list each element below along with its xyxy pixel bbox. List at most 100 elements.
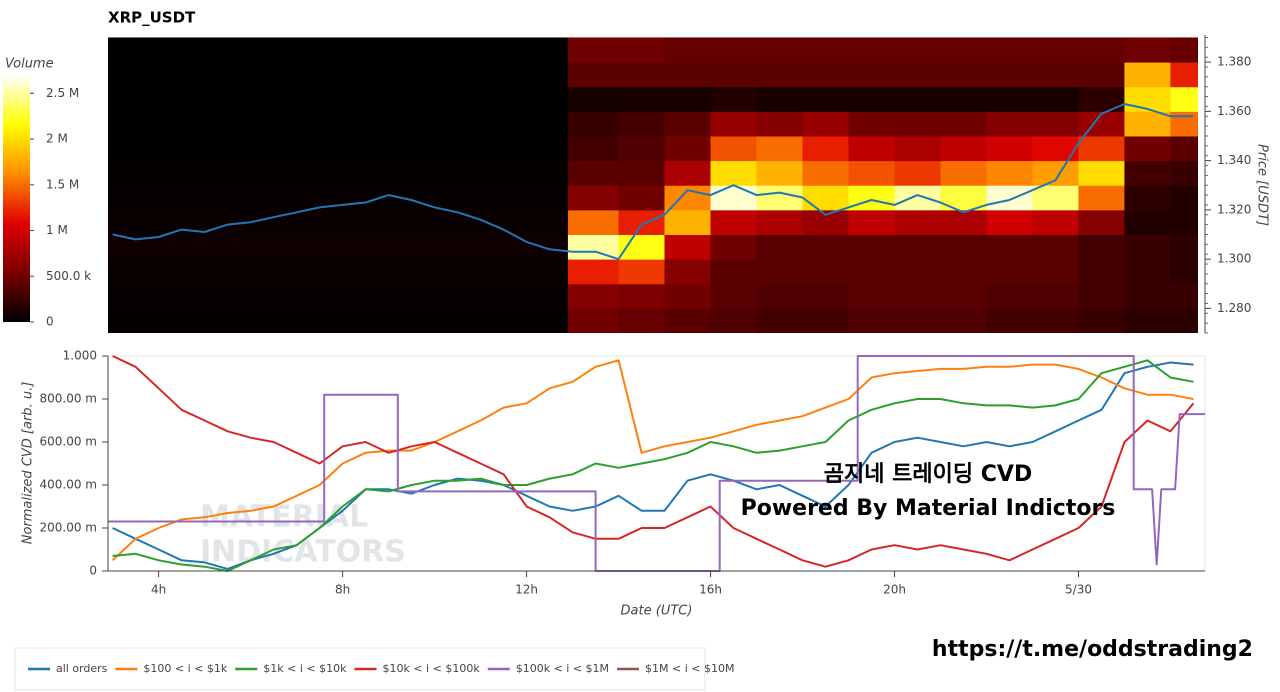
heat-cell xyxy=(802,185,849,211)
heat-cell xyxy=(1078,308,1125,333)
heat-cell xyxy=(986,160,1033,186)
heat-cell xyxy=(1170,185,1198,211)
heat-cell xyxy=(108,37,569,63)
heat-cell xyxy=(618,160,665,186)
heat-cell xyxy=(567,86,620,112)
y-tick-label: 1.320 xyxy=(1217,202,1251,216)
x-tick-label: 8h xyxy=(335,583,350,597)
heat-cell xyxy=(986,111,1033,137)
heat-cell xyxy=(710,283,757,309)
y-tick-label: 1.360 xyxy=(1217,104,1251,118)
heat-cell xyxy=(1170,308,1198,333)
heat-cell xyxy=(664,259,711,285)
legend-label: $100 < i < $1k xyxy=(143,662,227,675)
heat-cell xyxy=(1170,111,1198,137)
heat-cell xyxy=(664,308,711,333)
heat-cell xyxy=(1032,37,1079,63)
x-tick-label: 5/30 xyxy=(1065,583,1092,597)
heat-cell xyxy=(848,259,895,285)
heat-cell xyxy=(848,160,895,186)
heat-cell xyxy=(940,234,987,260)
legend-label: $10k < i < $100k xyxy=(382,662,480,675)
heat-cell xyxy=(756,62,803,88)
colorbar-tick-label: 2.5 M xyxy=(46,86,79,100)
heat-cell xyxy=(940,37,987,63)
heat-cell xyxy=(1170,234,1198,260)
heat-cell xyxy=(802,160,849,186)
heat-cell xyxy=(986,37,1033,63)
heat-cell xyxy=(1078,283,1125,309)
heat-cell xyxy=(802,135,849,162)
legend-label: $1k < i < $10k xyxy=(263,662,347,675)
heat-cell xyxy=(848,111,895,137)
heat-cell xyxy=(1032,62,1079,88)
heat-cell xyxy=(1078,111,1125,137)
heat-cell xyxy=(986,135,1033,162)
colorbar-tick-label: 500.0 k xyxy=(46,269,91,283)
heat-cell xyxy=(1170,283,1198,309)
heat-cell xyxy=(756,308,803,333)
heat-cell xyxy=(108,234,569,260)
heat-cell xyxy=(1124,160,1171,186)
heat-cell xyxy=(710,111,757,137)
heat-cell xyxy=(664,62,711,88)
heat-cell xyxy=(894,160,941,186)
heat-cell xyxy=(848,234,895,260)
heat-cell xyxy=(567,135,620,162)
heat-cell xyxy=(848,135,895,162)
heat-cell xyxy=(986,62,1033,88)
heat-cell xyxy=(1032,111,1079,137)
heat-cell xyxy=(940,308,987,333)
cvd-line xyxy=(111,359,1194,562)
watermark: MATERIAL xyxy=(200,500,368,535)
cvd-line xyxy=(108,355,1205,572)
heat-cell xyxy=(710,62,757,88)
y-tick-label: 400.00 m xyxy=(40,478,98,492)
heat-cell xyxy=(802,86,849,112)
heat-cell xyxy=(664,135,711,162)
heat-cell xyxy=(710,160,757,186)
heat-cell xyxy=(756,160,803,186)
heat-cell xyxy=(756,135,803,162)
heat-cell xyxy=(940,62,987,88)
heat-cell xyxy=(664,86,711,112)
heat-cell xyxy=(894,308,941,333)
heat-cell xyxy=(1124,259,1171,285)
heat-cell xyxy=(710,259,757,285)
legend-label: $100k < i < $1M xyxy=(516,662,609,675)
annotation: Powered By Material Indictors xyxy=(741,496,1116,521)
heat-cell xyxy=(756,111,803,137)
heat-cell xyxy=(894,234,941,260)
x-tick-label: 12h xyxy=(515,583,538,597)
heat-cell xyxy=(756,234,803,260)
heat-cell xyxy=(618,62,665,88)
heat-cell xyxy=(618,259,665,285)
colorbar-tick-label: 2 M xyxy=(46,132,68,146)
heat-cell xyxy=(618,111,665,137)
heat-cell xyxy=(567,62,620,88)
y-tick-label: 1.340 xyxy=(1217,153,1251,167)
heat-cell xyxy=(940,209,987,235)
annotation: https://t.me/oddstrading2 xyxy=(932,637,1253,662)
y-tick-label: 800.00 m xyxy=(40,392,98,406)
heat-cell xyxy=(1170,62,1198,88)
heat-cell xyxy=(567,37,620,63)
heat-cell xyxy=(894,135,941,162)
heat-cell xyxy=(802,37,849,63)
heat-cell xyxy=(108,135,569,162)
heat-cell xyxy=(894,283,941,309)
heat-cell xyxy=(894,111,941,137)
cvd-line xyxy=(112,355,1195,568)
y-tick-label: 1.000 xyxy=(63,349,97,363)
heat-cell xyxy=(986,209,1033,235)
heat-cell xyxy=(1170,37,1198,63)
heat-cell xyxy=(618,37,665,63)
heat-cell xyxy=(710,37,757,63)
y-tick-label: 1.280 xyxy=(1217,301,1251,315)
heat-cell xyxy=(1124,234,1171,260)
heat-cell xyxy=(710,308,757,333)
heat-cell xyxy=(618,308,665,333)
heat-cell xyxy=(664,283,711,309)
heat-cell xyxy=(894,62,941,88)
